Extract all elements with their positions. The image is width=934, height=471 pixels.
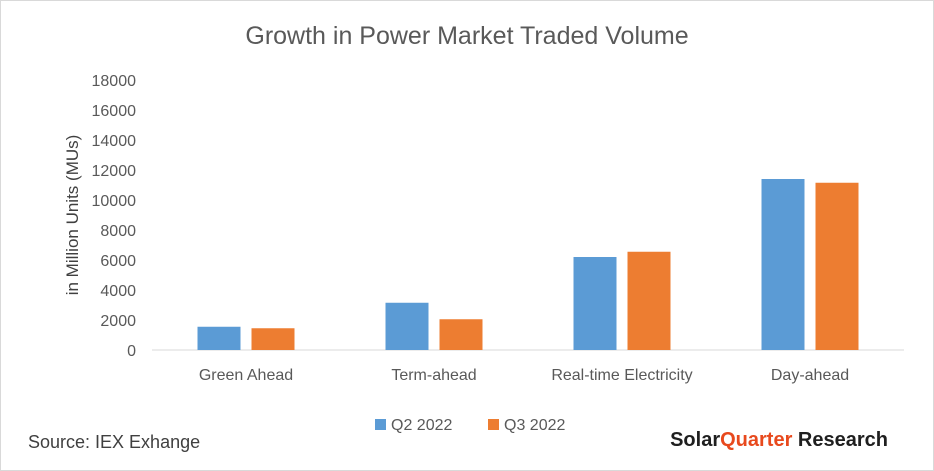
y-tick-label: 16000 — [92, 103, 137, 120]
y-tick-label: 12000 — [92, 163, 137, 180]
y-tick-label: 4000 — [100, 283, 136, 300]
brand-logo: SolarQuarter Research — [670, 429, 888, 451]
y-tick-label: 2000 — [100, 313, 136, 330]
x-axis-categories: Green Ahead Term-ahead Real-time Electrici… — [199, 367, 849, 384]
legend-swatch — [488, 419, 499, 430]
bar — [197, 326, 241, 350]
legend-label: Q3 2022 — [504, 417, 565, 434]
brand-part-1: Solar — [670, 429, 720, 451]
y-tick-label: 8000 — [100, 223, 136, 240]
brand-part-3: Research — [792, 429, 888, 451]
chart-title: Growth in Power Market Traded Volume — [245, 22, 688, 50]
bar — [815, 182, 859, 350]
brand-part-2: Quarter — [720, 429, 792, 451]
bar — [627, 251, 671, 350]
x-category-label: Real-time Electricity — [551, 367, 692, 384]
bar — [439, 319, 483, 350]
y-axis-label: in Million Units (MUs) — [63, 135, 82, 296]
y-tick-label: 6000 — [100, 253, 136, 270]
bar — [761, 179, 805, 350]
legend-swatch — [375, 419, 386, 430]
bar — [251, 328, 295, 350]
y-tick-label: 10000 — [92, 193, 137, 210]
source-note: Source: IEX Exhange — [28, 432, 200, 452]
legend: Q2 2022 Q3 2022 — [375, 417, 565, 434]
y-axis-ticks: 0 2000 4000 6000 8000 10000 12000 14000 16000 180… — [92, 73, 137, 360]
y-tick-label: 18000 — [92, 73, 137, 90]
y-tick-label: 14000 — [92, 133, 137, 150]
legend-label: Q2 2022 — [391, 417, 452, 434]
bar — [573, 257, 617, 350]
bar — [385, 302, 429, 350]
x-category-label: Term-ahead — [391, 367, 476, 384]
y-tick-label: 0 — [127, 343, 136, 360]
x-category-label: Green Ahead — [199, 367, 293, 384]
x-category-label: Day-ahead — [771, 367, 849, 384]
bars — [197, 179, 859, 350]
